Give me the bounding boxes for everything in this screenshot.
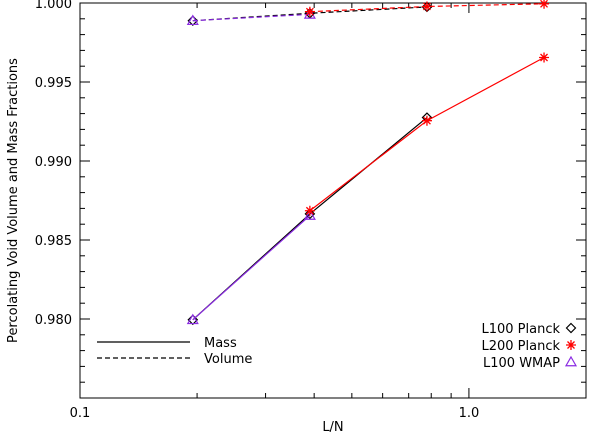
- series-l100-wmap-mass: [186, 209, 316, 325]
- series-line: [192, 6, 427, 22]
- y-tick-label: 0.985: [35, 234, 72, 249]
- x-tick-label: 0.1: [70, 406, 91, 421]
- legend-label: Volume: [204, 352, 252, 367]
- x-tick-label: 1.0: [459, 406, 480, 421]
- legend-label: L100 Planck: [481, 322, 560, 337]
- data-point-asterisk: [304, 205, 315, 216]
- series-l200-planck-mass: [304, 52, 550, 216]
- data-point-diamond: [187, 15, 199, 27]
- legend-asterisk-icon: [566, 340, 576, 350]
- x-axis-title: L/N: [322, 420, 343, 434]
- series-line: [192, 215, 311, 321]
- legend-label: L100 WMAP: [483, 356, 560, 371]
- data-point-triangle: [186, 14, 199, 26]
- plot-frame: [79, 2, 587, 399]
- series-line: [192, 13, 310, 22]
- data-point-triangle: [186, 313, 199, 325]
- marker-legend: L100 Planck L200 Planck L100 WMAP: [481, 322, 578, 371]
- legend-label: Mass: [204, 336, 237, 351]
- data-point-asterisk: [304, 6, 315, 17]
- legend-label: L200 Planck: [481, 339, 560, 354]
- y-tick-label: 1.000: [35, 0, 72, 12]
- legend-triangle-icon: [564, 355, 578, 367]
- series-line: [309, 56, 545, 212]
- data-point-diamond: [187, 314, 199, 326]
- series-l200-planck-volume: [304, 0, 550, 17]
- series-layer: [186, 0, 550, 326]
- data-point-asterisk: [421, 115, 432, 126]
- axes: 0.980 0.985 0.990 0.995 1.000 0.1 1.0: [35, 0, 587, 421]
- data-point-asterisk: [539, 52, 550, 63]
- y-tick-label: 0.995: [35, 76, 72, 91]
- series-line: [309, 3, 545, 13]
- data-point-triangle: [303, 209, 316, 220]
- y-tick-label: 0.980: [35, 313, 72, 328]
- legend-diamond-icon: [565, 322, 577, 334]
- data-point-asterisk: [421, 1, 432, 12]
- data-point-diamond: [304, 208, 316, 220]
- y-tick-label: 0.990: [35, 155, 72, 170]
- y-axis-title: Percolating Void Volume and Mass Fractio…: [6, 58, 21, 343]
- data-point-asterisk: [539, 0, 550, 9]
